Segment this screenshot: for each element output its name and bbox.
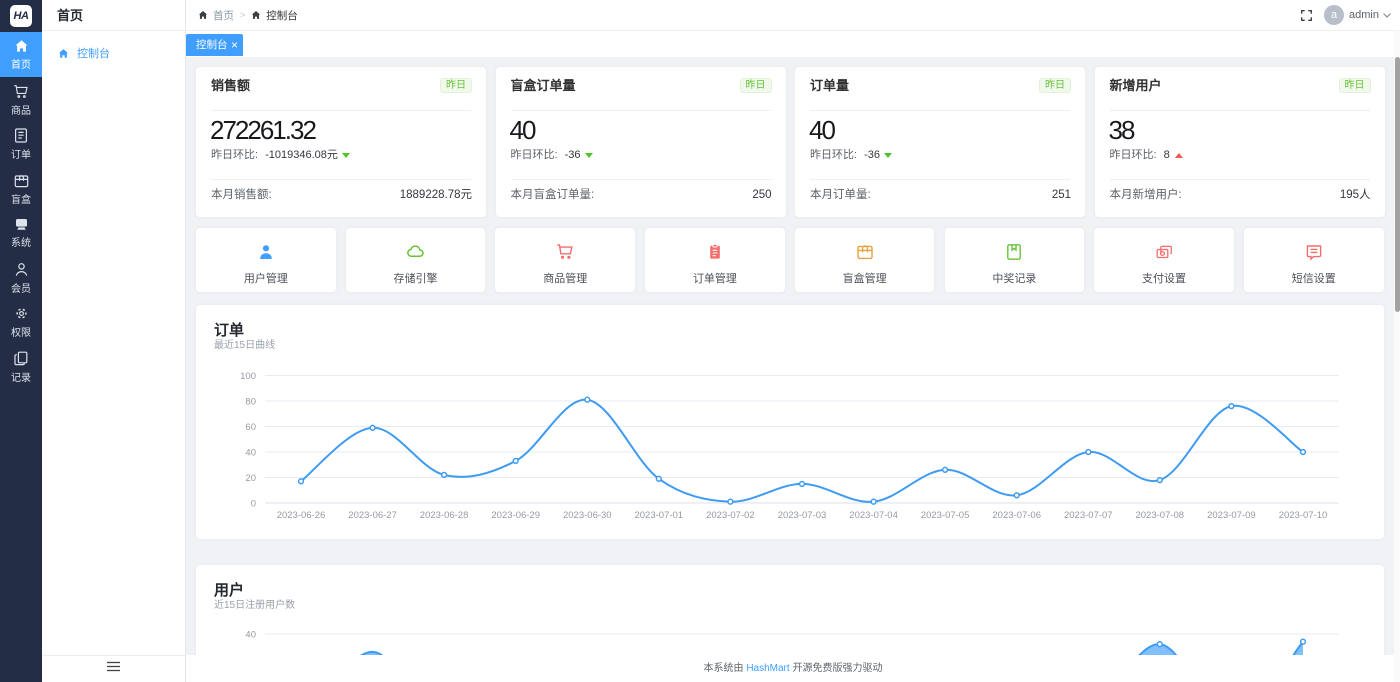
svg-text:80: 80 <box>245 397 256 408</box>
svg-text:2023-07-01: 2023-07-01 <box>634 510 683 521</box>
svg-text:60: 60 <box>245 422 256 433</box>
svg-text:2023-07-10: 2023-07-10 <box>1279 510 1328 521</box>
svg-text:2023-06-29: 2023-06-29 <box>491 510 540 521</box>
svg-text:2023-06-28: 2023-06-28 <box>420 510 469 521</box>
svg-text:40: 40 <box>245 630 256 641</box>
svg-text:2023-07-02: 2023-07-02 <box>706 510 755 521</box>
svg-text:2023-06-30: 2023-06-30 <box>563 510 612 521</box>
svg-text:2023-07-03: 2023-07-03 <box>778 510 827 521</box>
svg-text:20: 20 <box>245 473 256 484</box>
svg-text:2023-07-09: 2023-07-09 <box>1207 510 1256 521</box>
svg-text:2023-07-07: 2023-07-07 <box>1064 510 1113 521</box>
svg-text:2023-07-06: 2023-07-06 <box>992 510 1041 521</box>
svg-text:2023-06-26: 2023-06-26 <box>277 510 326 521</box>
svg-text:2023-07-08: 2023-07-08 <box>1135 510 1184 521</box>
svg-text:0: 0 <box>251 499 256 510</box>
svg-text:100: 100 <box>240 371 256 382</box>
svg-text:2023-07-04: 2023-07-04 <box>849 510 898 521</box>
svg-text:2023-07-05: 2023-07-05 <box>921 510 970 521</box>
svg-text:2023-06-27: 2023-06-27 <box>348 510 397 521</box>
svg-text:40: 40 <box>245 448 256 459</box>
